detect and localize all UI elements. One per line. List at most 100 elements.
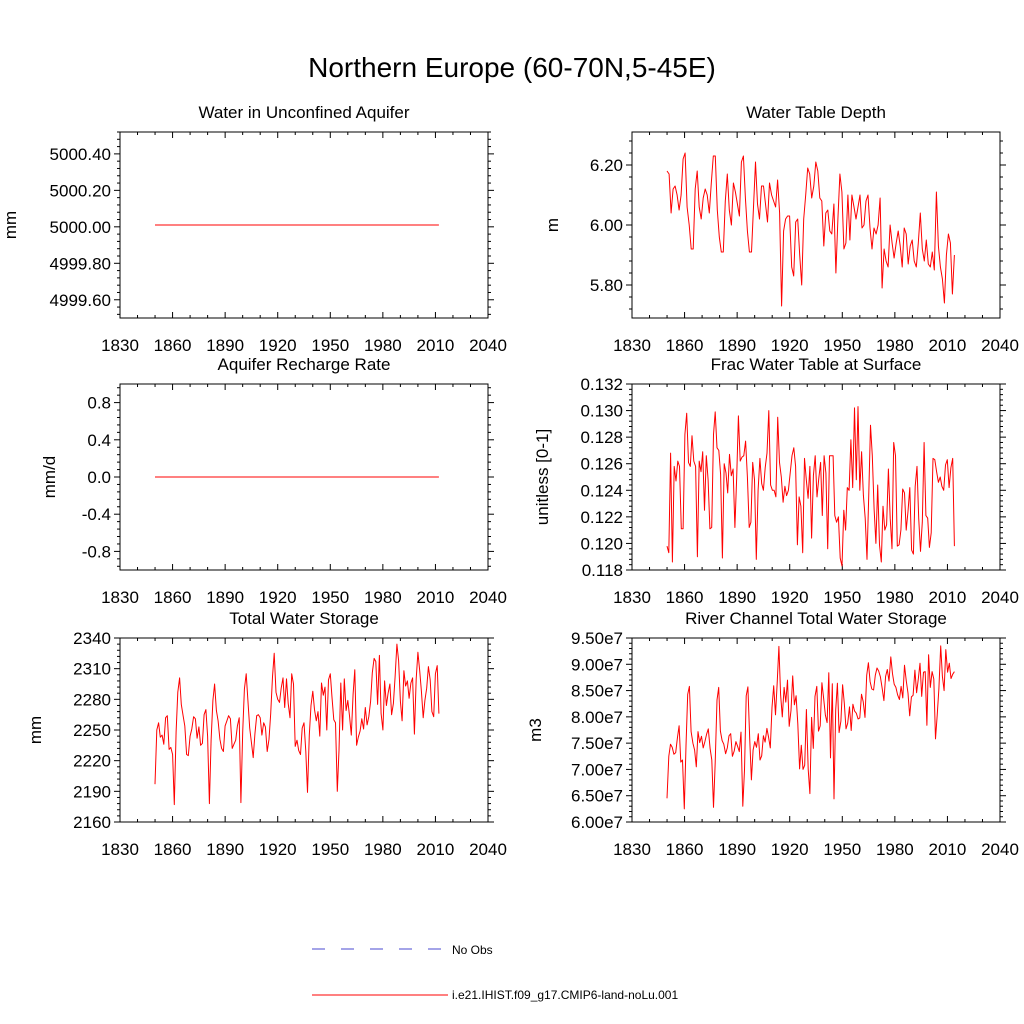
y-axis-label: mm — [1, 211, 20, 239]
y-tick-label: -0.4 — [82, 505, 111, 524]
x-tick-label: 2010 — [929, 840, 967, 859]
y-tick-label: 4999.60 — [50, 291, 111, 310]
y-tick-label: 0.126 — [580, 455, 623, 474]
panel-title: Water in Unconfined Aquifer — [198, 103, 409, 122]
panel-3: 1830 1860 1890 1920 1950 1980 2010 2040 -0.8 -0.4… — [40, 355, 507, 607]
series-line — [666, 406, 955, 567]
y-tick-label: 4999.80 — [50, 254, 111, 273]
panel-1: 1830 1860 1890 1920 1950 1980 2010 2040 4999.60 4… — [1, 103, 507, 355]
x-tick-label: 1920 — [771, 588, 809, 607]
x-tick-label: 1950 — [311, 588, 349, 607]
x-tick-label: 1860 — [666, 336, 704, 355]
y-tick-label: 5000.20 — [50, 181, 111, 200]
series-line — [154, 643, 440, 806]
y-tick-label: 9.50e7 — [571, 629, 623, 648]
x-tick-label: 1950 — [823, 840, 861, 859]
x-tick-label: 1920 — [771, 840, 809, 859]
panel-title: Frac Water Table at Surface — [711, 355, 922, 374]
plot-frame — [119, 131, 489, 319]
x-tick-label: 1980 — [876, 840, 914, 859]
x-tick-label: 1890 — [206, 336, 244, 355]
x-tick-label: 1950 — [823, 336, 861, 355]
x-tick-label: 2040 — [981, 588, 1019, 607]
y-tick-label: 5000.40 — [50, 145, 111, 164]
y-tick-label: 0.118 — [582, 561, 623, 580]
x-tick-label: 1830 — [101, 588, 139, 607]
main-title: Northern Europe (60-70N,5-45E) — [308, 52, 716, 83]
x-tick-label: 1830 — [613, 336, 651, 355]
series-line — [666, 645, 955, 810]
x-tick-label: 1860 — [154, 588, 192, 607]
panel-title: Water Table Depth — [746, 103, 886, 122]
plot-frame — [631, 383, 1001, 571]
panels-group: 1830 1860 1890 1920 1950 1980 2010 2040 4999.60 4… — [1, 103, 1019, 859]
y-tick-label: 2340 — [73, 629, 111, 648]
x-tick-label: 2010 — [929, 588, 967, 607]
y-tick-label: 0.132 — [580, 375, 623, 394]
panel-6: 1830 1860 1890 1920 1950 1980 2010 2040 6.00e7 6.… — [526, 609, 1019, 859]
panel-title: Total Water Storage — [229, 609, 379, 628]
y-tick-label: 2250 — [73, 721, 111, 740]
x-tick-label: 1980 — [364, 588, 402, 607]
x-tick-label: 1830 — [613, 588, 651, 607]
y-axis-label: mm — [26, 716, 45, 744]
y-tick-label: 5.80 — [590, 276, 623, 295]
y-tick-label: 2310 — [73, 660, 111, 679]
x-tick-label: 1860 — [154, 840, 192, 859]
y-tick-label: 9.00e7 — [571, 655, 623, 674]
x-tick-label: 1950 — [823, 588, 861, 607]
y-axis-label: m3 — [526, 718, 545, 742]
x-tick-label: 1980 — [364, 840, 402, 859]
y-tick-label: 2220 — [73, 752, 111, 771]
x-tick-label: 1980 — [876, 588, 914, 607]
x-tick-label: 1830 — [101, 840, 139, 859]
y-axis-label: mm/d — [40, 456, 59, 499]
y-tick-label: 0.128 — [580, 428, 623, 447]
x-tick-label: 1950 — [311, 336, 349, 355]
legend — [312, 948, 448, 996]
plot-frame — [631, 637, 1001, 823]
panel-4: 1830 1860 1890 1920 1950 1980 2010 2040 0.118 0.1… — [533, 355, 1019, 607]
x-tick-label: 1980 — [364, 336, 402, 355]
x-tick-label: 2010 — [417, 840, 455, 859]
x-tick-label: 1890 — [206, 840, 244, 859]
series-line — [666, 152, 955, 307]
panel-title: Aquifer Recharge Rate — [218, 355, 391, 374]
x-tick-label: 1920 — [259, 840, 297, 859]
y-tick-label: 6.00 — [590, 216, 623, 235]
y-tick-label: 0.130 — [580, 402, 623, 421]
x-tick-label: 1860 — [154, 336, 192, 355]
panel-5: 1830 1860 1890 1920 1950 1980 2010 2040 2160 2190… — [26, 609, 507, 859]
y-tick-label: 0.8 — [87, 394, 111, 413]
y-tick-label: 8.50e7 — [571, 682, 623, 701]
x-tick-label: 1830 — [613, 840, 651, 859]
y-tick-label: 6.50e7 — [571, 787, 623, 806]
y-tick-label: -0.8 — [82, 542, 111, 561]
x-tick-label: 2010 — [417, 336, 455, 355]
y-tick-label: 6.20 — [590, 156, 623, 175]
x-tick-label: 1890 — [206, 588, 244, 607]
y-tick-label: 0.124 — [580, 481, 623, 500]
x-tick-label: 2040 — [981, 336, 1019, 355]
y-tick-label: 8.00e7 — [571, 708, 623, 727]
x-tick-label: 1950 — [311, 840, 349, 859]
x-tick-label: 1890 — [718, 840, 756, 859]
x-tick-label: 2040 — [469, 588, 507, 607]
x-tick-label: 1890 — [718, 588, 756, 607]
x-tick-label: 1920 — [259, 588, 297, 607]
x-tick-label: 2040 — [469, 840, 507, 859]
y-tick-label: 0.4 — [87, 431, 111, 450]
x-tick-label: 2010 — [417, 588, 455, 607]
x-tick-label: 1920 — [259, 336, 297, 355]
y-tick-label: 0.0 — [87, 468, 111, 487]
y-axis-label: m — [543, 218, 562, 232]
y-tick-label: 7.50e7 — [571, 734, 623, 753]
y-tick-label: 2280 — [73, 690, 111, 709]
y-tick-label: 0.122 — [580, 508, 623, 527]
y-tick-label: 0.120 — [580, 534, 623, 553]
legend-model-label: i.e21.IHIST.f09_g17.CMIP6-land-noLu.001 — [452, 988, 679, 1002]
x-tick-label: 2010 — [929, 336, 967, 355]
x-tick-label: 1860 — [666, 840, 704, 859]
panel-2: 1830 1860 1890 1920 1950 1980 2010 2040 5.80 6.00… — [543, 103, 1019, 355]
